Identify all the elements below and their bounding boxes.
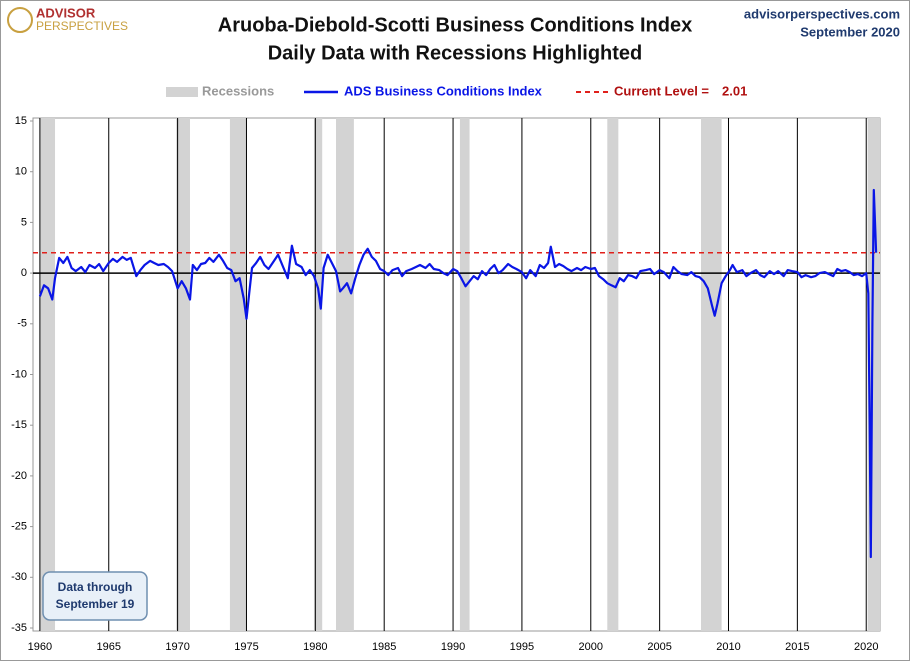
x-tick-label: 2015 (785, 641, 809, 653)
y-tick-label: -5 (17, 318, 27, 330)
y-tick-label: -15 (11, 419, 27, 431)
data-line (38, 188, 878, 559)
x-tick-label: 1965 (97, 641, 121, 653)
recession-band (229, 118, 247, 631)
recession-band (700, 118, 722, 631)
logo-mark (7, 7, 33, 33)
plot-area (32, 117, 881, 632)
annotation-box (42, 571, 148, 621)
x-tick-label: 2000 (579, 641, 603, 653)
recession-band (39, 118, 56, 631)
x-tick-label: 2010 (716, 641, 740, 653)
chart-subtitle: Daily Data with Recessions Highlighted (268, 42, 643, 64)
logo-top: ADVISOR (36, 5, 96, 20)
y-tick-label: -25 (11, 521, 27, 533)
y-tick-label: 15 (15, 115, 27, 127)
x-tick-label: 1970 (165, 641, 189, 653)
legend-label: ADS Business Conditions Index (344, 83, 543, 98)
annotation: Data through (58, 580, 133, 594)
legend-recession-swatch (166, 87, 198, 97)
x-tick-label: 2005 (647, 641, 671, 653)
y-tick-label: -10 (11, 368, 27, 380)
source: advisorperspectives.com (744, 6, 900, 21)
y-tick-label: -35 (11, 622, 27, 634)
date: September 2020 (800, 24, 900, 39)
recession-band (607, 118, 619, 631)
y-tick-label: 0 (21, 267, 27, 279)
y-tick-label: 5 (21, 216, 27, 228)
recession-band (335, 118, 354, 631)
x-tick-label: 1980 (303, 641, 327, 653)
x-tick-label: 1975 (234, 641, 258, 653)
x-tick-label: 2020 (854, 641, 878, 653)
y-tick-label: 10 (15, 166, 27, 178)
annotation: September 19 (56, 597, 135, 611)
chart-title: Aruoba-Diebold-Scotti Business Condition… (218, 14, 692, 36)
x-tick-label: 1960 (28, 641, 52, 653)
legend-value: 2.01 (722, 83, 747, 98)
x-tick-label: 1995 (510, 641, 534, 653)
logo-bottom: PERSPECTIVES (36, 19, 128, 33)
x-tick-label: 1985 (372, 641, 396, 653)
recession-band (459, 118, 470, 631)
recession-band (176, 118, 191, 631)
recession-band (313, 118, 323, 631)
legend-label: Current Level = (614, 83, 709, 98)
legend-label: Recessions (202, 83, 274, 98)
x-tick-label: 1990 (441, 641, 465, 653)
y-tick-label: -20 (11, 470, 27, 482)
y-tick-label: -30 (11, 571, 27, 583)
